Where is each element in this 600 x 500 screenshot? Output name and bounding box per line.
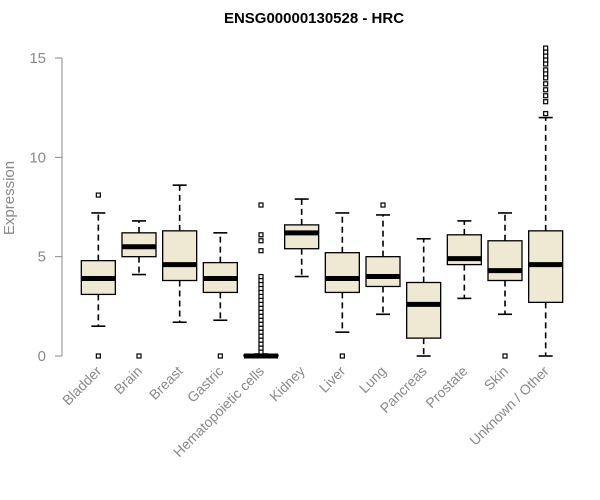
- box-iqr: [406, 281, 442, 339]
- box-unknown-other: [528, 45, 564, 357]
- outlier-point: [502, 353, 508, 359]
- y-tick-label: 0: [38, 348, 46, 365]
- outlier-point: [339, 353, 345, 359]
- box-bladder: [80, 192, 116, 359]
- outlier-point: [95, 353, 101, 359]
- box-iqr: [284, 224, 320, 250]
- outlier-point: [258, 238, 264, 244]
- outlier-point: [258, 248, 264, 254]
- outlier-point: [380, 202, 386, 208]
- outlier-point: [543, 87, 549, 93]
- y-tick-label: 5: [38, 249, 46, 266]
- x-tick-label: Lung: [356, 363, 389, 396]
- x-tick-label: Breast: [146, 363, 186, 403]
- box-skin: [487, 212, 523, 359]
- outlier-point: [258, 232, 264, 238]
- outlier-point: [543, 99, 549, 105]
- x-tick-label: Kidney: [266, 363, 308, 405]
- x-tick-label: Bladder: [59, 363, 105, 409]
- outlier-point: [95, 192, 101, 198]
- outlier-point: [543, 67, 549, 73]
- outlier-point: [543, 81, 549, 87]
- outlier-point: [543, 111, 549, 117]
- box-gastric: [202, 232, 238, 359]
- outlier-point: [543, 45, 549, 51]
- box-prostate: [446, 220, 482, 300]
- box-iqr: [324, 252, 360, 294]
- box-series: [80, 45, 564, 359]
- x-tick-label: Liver: [316, 363, 349, 396]
- outlier-point: [136, 353, 142, 359]
- outlier-point: [258, 273, 264, 280]
- box-brain: [121, 220, 157, 359]
- y-tick-label: 10: [29, 149, 46, 166]
- chart-title: ENSG00000130528 - HRC: [224, 10, 404, 27]
- outlier-point: [217, 353, 223, 359]
- y-axis-label: Expression: [1, 161, 18, 235]
- outlier-point: [258, 202, 264, 208]
- box-kidney: [284, 198, 320, 278]
- box-hematopoietic-cells: [243, 202, 279, 359]
- x-tick-label: Brain: [111, 363, 145, 397]
- y-axis: 0 5 10 15: [29, 50, 63, 365]
- x-tick-label: Prostate: [422, 363, 470, 411]
- box-iqr: [487, 240, 523, 282]
- box-pancreas: [406, 237, 442, 357]
- box-breast: [162, 184, 198, 324]
- outlier-point: [543, 93, 549, 99]
- box-lung: [365, 202, 401, 316]
- box-iqr: [365, 256, 401, 288]
- x-tick-label: Skin: [481, 363, 512, 394]
- y-tick-label: 15: [29, 50, 46, 67]
- box-iqr: [162, 230, 198, 282]
- box-liver: [324, 212, 360, 359]
